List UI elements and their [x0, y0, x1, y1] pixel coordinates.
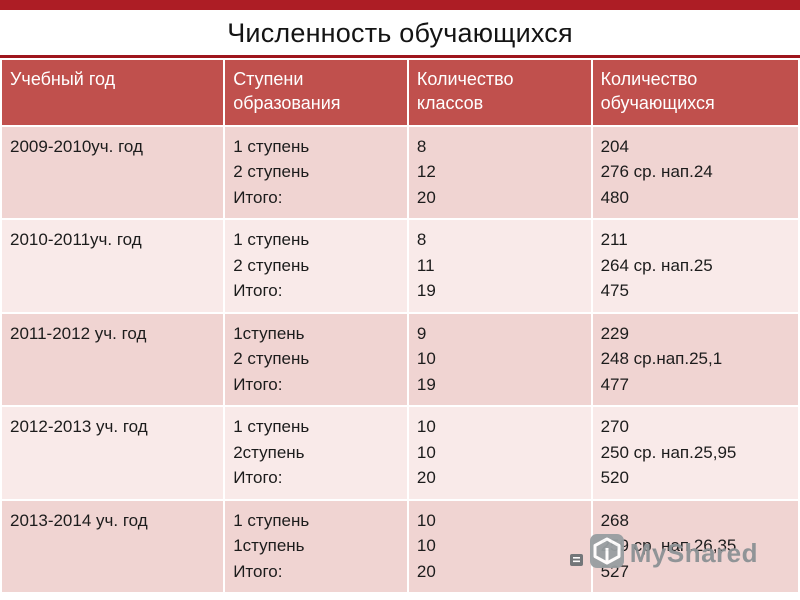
- cell-classes: 10 10 20: [408, 500, 591, 593]
- cell-stages: 1 ступень 2ступень Итого:: [225, 407, 407, 499]
- cell-students: 229 248 ср.нап.25,1 477: [592, 313, 798, 406]
- table-row: 2009-2010уч. год 1 ступень 2 ступень Ито…: [2, 126, 798, 219]
- table-header-row: Учебный год Ступени образования Количест…: [2, 60, 798, 125]
- myshared-label: MyShared: [629, 538, 758, 568]
- cell-students: 211 264 ср. нап.25 475: [592, 220, 798, 312]
- cell-year: 2012-2013 уч. год: [2, 407, 224, 499]
- table-row: 2011-2012 уч. год 1ступень 2 ступень Ито…: [2, 313, 798, 406]
- cell-classes: 9 10 19: [408, 313, 591, 406]
- header-cell-students: Количество обучающихся: [592, 60, 798, 125]
- cell-students: 204 276 ср. нап.24 480: [592, 126, 798, 219]
- cell-classes: 8 12 20: [408, 126, 591, 219]
- cell-students: 270 250 ср. нап.25,95 520: [592, 407, 798, 499]
- list-icon: [569, 553, 584, 572]
- header-cell-classes: Количество классов: [408, 60, 591, 125]
- cell-year: 2011-2012 уч. год: [2, 313, 224, 406]
- cell-year: 2013-2014 уч. год: [2, 500, 224, 593]
- cell-year: 2009-2010уч. год: [2, 126, 224, 219]
- cell-classes: 10 10 20: [408, 407, 591, 499]
- cell-classes: 8 11 19: [408, 220, 591, 312]
- top-accent-bar: [0, 0, 800, 10]
- header-cell-stages: Ступени образования: [225, 60, 407, 125]
- cell-year: 2010-2011уч. год: [2, 220, 224, 312]
- header-cell-year: Учебный год: [2, 60, 224, 125]
- students-table: Учебный год Ступени образования Количест…: [0, 58, 800, 594]
- table-row: 2012-2013 уч. год 1 ступень 2ступень Ито…: [2, 407, 798, 499]
- cell-stages: 1 ступень 2 ступень Итого:: [225, 220, 407, 312]
- cell-stages: 1 ступень 2 ступень Итого:: [225, 126, 407, 219]
- slide-title: Численность обучающихся: [227, 18, 573, 48]
- table-row: 2010-2011уч. год 1 ступень 2 ступень Ито…: [2, 220, 798, 312]
- cell-students: 268 259 ср. нап.26,35 527: [592, 500, 798, 593]
- cell-stages: 1ступень 2 ступень Итого:: [225, 313, 407, 406]
- table-row: 2013-2014 уч. год 1 ступень 1ступень Ито…: [2, 500, 798, 593]
- myshared-logo-icon: [589, 533, 625, 574]
- cell-stages: 1 ступень 1ступень Итого:: [225, 500, 407, 593]
- students-table-wrapper: Учебный год Ступени образования Количест…: [0, 55, 800, 594]
- myshared-watermark[interactable]: MyShared: [569, 533, 758, 574]
